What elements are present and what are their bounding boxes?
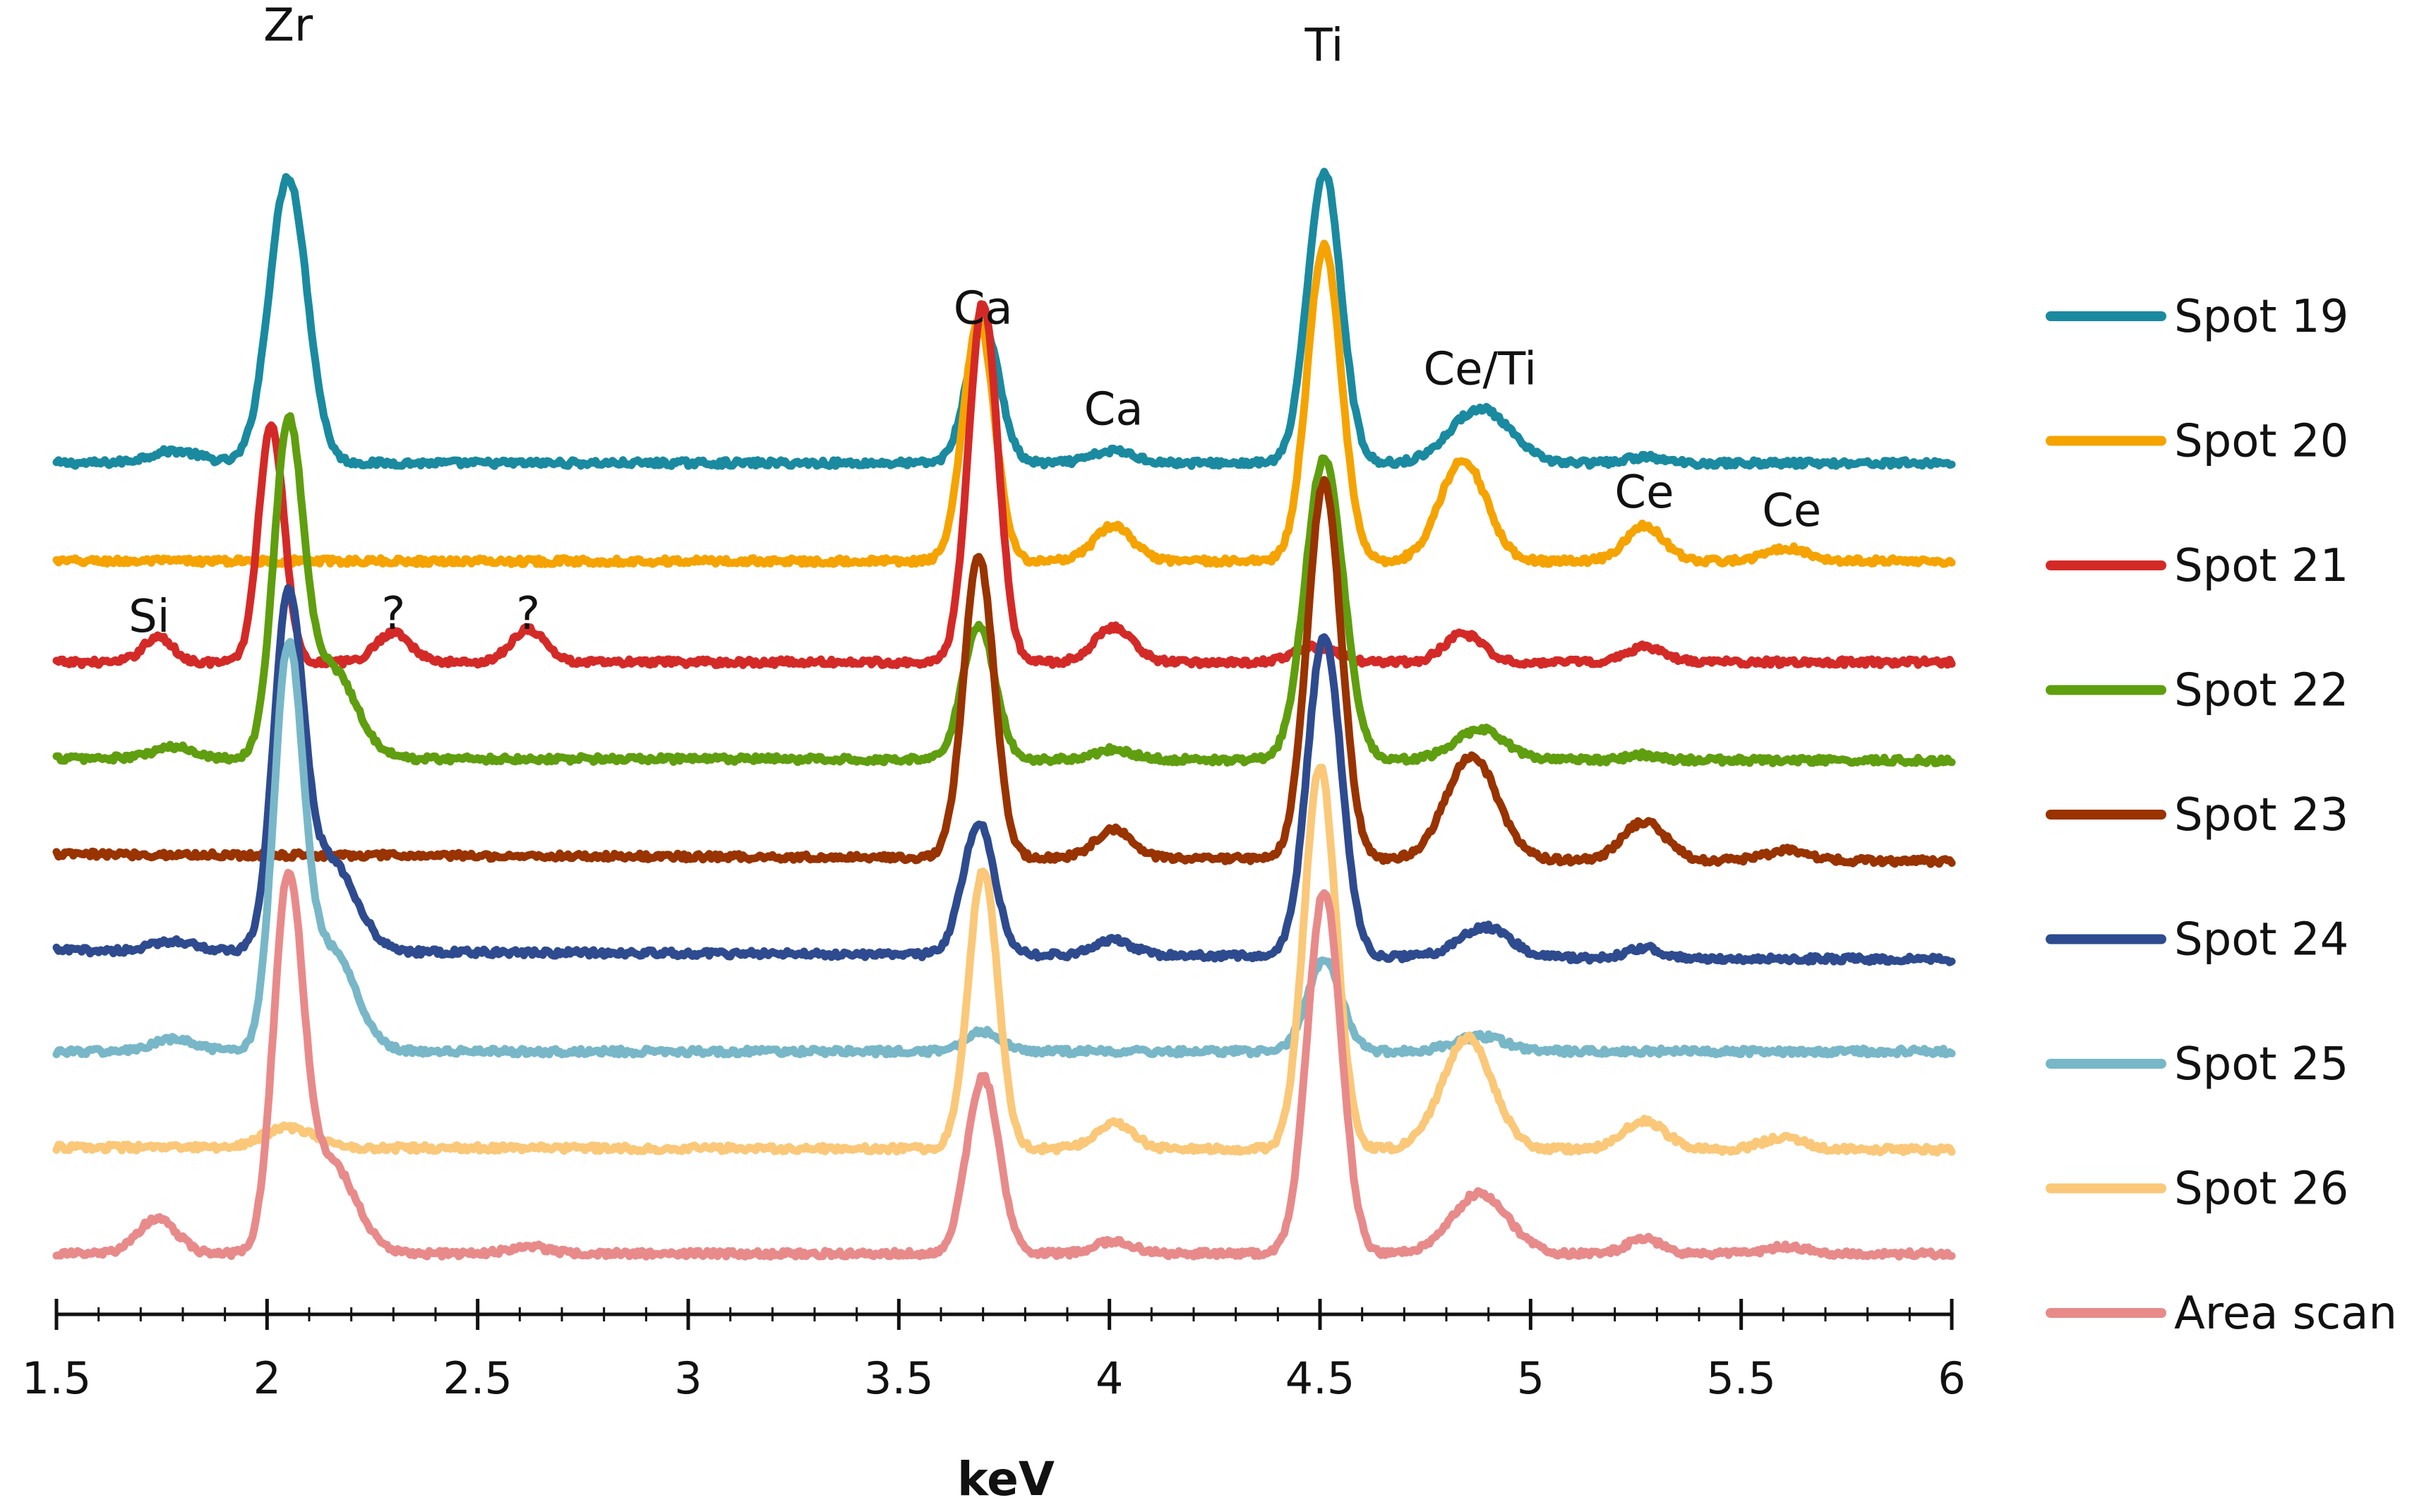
series-line-spot-19 [52,167,1956,470]
peak-label: ? [381,588,405,640]
series-line-spot-23 [52,476,1956,868]
x-axis: 1.5 2 2.5 3 3.5 4 4.5 5 5.5 6 [22,1299,1966,1404]
legend-item: Spot 24 [2046,914,2348,966]
legend-label: Spot 21 [2174,540,2348,592]
series-line-spot-25 [52,637,1956,1059]
peak-label: Si [128,591,169,643]
legend-item: Area scan [2046,1288,2397,1340]
peak-label: Ca [954,282,1013,335]
legend-item: Spot 21 [2046,540,2348,592]
peak-annotations: Zr Ca Ca Ti Ce/Ti Ce Ce Si?? [128,0,1821,643]
series-line-area-scan [52,868,1956,1261]
peak-label: Ce [1762,485,1821,537]
peak-label: Ca [1084,384,1144,436]
legend-label: Spot 20 [2174,416,2348,468]
legend-item: Spot 20 [2046,416,2348,468]
series-line-spot-26 [52,764,1956,1157]
legend-item: Spot 19 [2046,291,2348,343]
series-line-spot-22 [52,412,1956,767]
legend-item: Spot 23 [2046,789,2348,841]
x-tick-label: 2 [253,1352,281,1404]
legend-label: Spot 26 [2174,1163,2348,1216]
peak-label: Ce/Ti [1423,343,1537,395]
legend-item: Spot 26 [2046,1163,2348,1216]
peak-label: Ti [1304,20,1344,72]
legend-item: Spot 25 [2046,1038,2348,1091]
legend-label: Spot 24 [2174,914,2348,966]
peak-label: Zr [263,0,313,52]
legend-item: Spot 22 [2046,665,2348,717]
legend-label: Spot 25 [2174,1038,2348,1091]
x-tick-label: 1.5 [22,1352,92,1404]
x-tick-label: 5.5 [1706,1352,1776,1404]
x-tick-label: 6 [1938,1352,1965,1404]
legend-label: Spot 23 [2174,789,2348,841]
x-tick-label: 5 [1517,1352,1544,1404]
peak-label: Ce [1614,467,1674,519]
series-layer [52,167,1956,1261]
x-tick-label: 2.5 [443,1352,512,1404]
series-line-spot-24 [52,584,1956,966]
x-tick-label: 4.5 [1285,1352,1355,1404]
x-tick-label: 3.5 [864,1352,934,1404]
legend-label: Spot 22 [2174,665,2348,717]
x-tick-label: 3 [674,1352,702,1404]
x-tick-label: 4 [1096,1352,1123,1404]
legend-label: Area scan [2174,1288,2397,1340]
x-axis-title: keV [957,1452,1055,1506]
legend-label: Spot 19 [2174,291,2348,343]
peak-label: ? [516,588,540,640]
series-line-spot-21 [52,300,1956,669]
legend: Spot 19 Spot 20 Spot 21 Spot 22 Spot 23 Spot … [2046,291,2397,1340]
